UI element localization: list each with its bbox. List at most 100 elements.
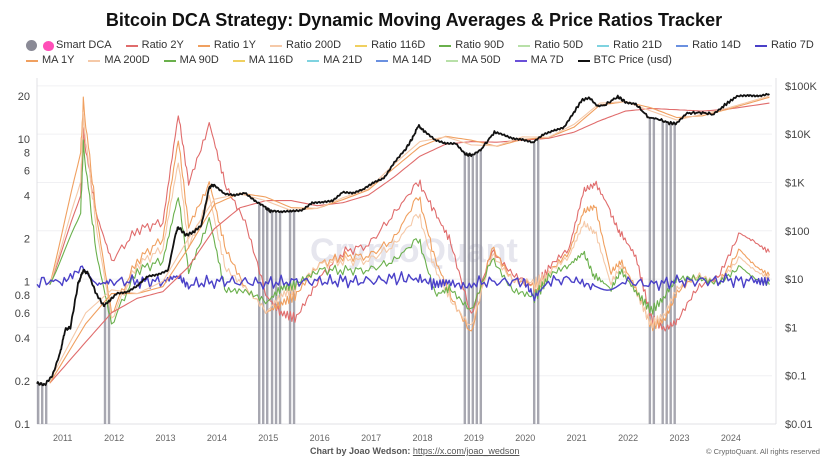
legend-item[interactable]: MA 21D (307, 53, 362, 68)
legend-item[interactable]: Ratio 1Y (197, 38, 257, 53)
smart-dca-bar (107, 302, 111, 424)
x-tick-label: 2015 (258, 433, 278, 443)
smart-dca-dot-icon (26, 40, 37, 51)
legend-item[interactable]: Ratio 2Y (125, 38, 184, 53)
legend-label: Ratio 116D (371, 39, 426, 51)
legend-label: MA 50D (461, 54, 501, 66)
legend-label: MA 200D (104, 54, 150, 66)
legend-swatch-icon (197, 44, 210, 47)
left-tick-label: 0.4 (15, 333, 30, 345)
ratio-line-ratio-90d (49, 139, 770, 325)
x-tick-label: 2023 (669, 433, 689, 443)
x-tick-label: 2013 (155, 433, 175, 443)
legend-swatch-icon (518, 44, 531, 47)
left-tick-label: 20 (18, 91, 30, 103)
legend-item[interactable]: Ratio 7D (754, 38, 814, 53)
ratio-lines (36, 96, 771, 332)
credit-prefix: Chart by Joao Wedson: (310, 446, 411, 456)
left-tick-label: 0.2 (15, 376, 30, 388)
smart-dca-bar (665, 121, 668, 425)
legend-item[interactable]: MA 90D (163, 53, 219, 68)
legend-row: Smart DCA Ratio 2Y Ratio 1Y Ratio 200D Ratio… (26, 38, 828, 53)
smart-dca-bar (652, 118, 656, 424)
legend-label: Ratio 90D (455, 39, 505, 51)
legend-swatch-icon (676, 44, 689, 47)
left-tick-label: 2 (24, 233, 30, 245)
legend-swatch-icon (577, 59, 590, 62)
legend-swatch-icon (88, 59, 101, 62)
legend-swatch-icon (355, 44, 368, 47)
x-tick-label: 2011 (53, 433, 72, 443)
legend-item[interactable]: Ratio 116D (355, 38, 425, 53)
legend-label: Smart DCA (56, 39, 112, 51)
smart-dca-bar (475, 152, 479, 424)
x-tick-label: 2017 (361, 433, 381, 443)
smart-dca-bar (673, 123, 676, 424)
legend-label: MA 1Y (42, 54, 75, 66)
smart-dca-bar (463, 151, 467, 424)
ratio-line-ratio-200d (49, 112, 770, 329)
smart-dca-bar (669, 123, 672, 425)
legend-item[interactable]: Ratio 200D (270, 38, 341, 53)
left-tick-label: 6 (24, 165, 30, 177)
right-tick-label: $0.1 (785, 371, 806, 383)
legend-swatch-icon (439, 44, 452, 47)
chart-title: Bitcoin DCA Strategy: Dynamic Moving Ave… (105, 10, 723, 30)
legend-item[interactable]: MA 1Y (26, 53, 74, 68)
left-tick-label: 4 (24, 191, 30, 203)
legend-label: MA 7D (530, 54, 564, 66)
left-tick-label: 0.6 (15, 308, 30, 320)
ratio-line-ratio-7d (36, 265, 771, 302)
legend-label: MA 90D (179, 54, 219, 66)
x-tick-label: 2022 (618, 433, 638, 443)
left-tick-label: 0.8 (15, 290, 30, 302)
legend-swatch-icon (445, 59, 458, 62)
smart-dca-bar (103, 305, 107, 424)
right-tick-label: $10 (785, 274, 803, 286)
brain-icon (43, 40, 54, 51)
legend-item[interactable]: Ratio 21D (597, 38, 662, 53)
btc-price-path (36, 92, 770, 387)
legend-label: MA 21D (323, 54, 363, 66)
smart-dca-bar (262, 205, 265, 424)
legend-item[interactable]: MA 200D (88, 53, 150, 68)
legend-item[interactable]: Smart DCA (26, 38, 112, 53)
legend-item[interactable]: MA 50D (445, 53, 501, 68)
x-tick-label: 2018 (412, 433, 432, 443)
right-tick-label: $1 (785, 322, 797, 334)
legend-swatch-icon (754, 44, 767, 47)
legend-label: Ratio 7D (770, 39, 814, 51)
left-tick-label: 10 (18, 134, 30, 146)
legend-item[interactable]: Ratio 90D (439, 38, 504, 53)
btc-price-line (36, 92, 770, 387)
legend-swatch-icon (26, 59, 38, 62)
credit-link[interactable]: https://x.com/joao_wedson (412, 446, 520, 456)
legend-swatch-icon (270, 44, 283, 47)
smart-dca-bar (648, 117, 652, 425)
x-tick-label: 2021 (567, 433, 587, 443)
smart-dca-bar (467, 154, 471, 424)
legend-swatch-icon (597, 44, 610, 47)
ratio-line-ratio-2y (49, 115, 770, 332)
legend-item[interactable]: MA 116D (232, 53, 293, 68)
left-tick-label: 8 (24, 148, 30, 160)
smart-dca-bar (278, 212, 282, 424)
legend: Smart DCA Ratio 2Y Ratio 1Y Ratio 200D Ratio… (26, 38, 828, 68)
legend-swatch-icon (125, 44, 138, 47)
legend-item[interactable]: Ratio 14D (676, 38, 741, 53)
smart-dca-bar (471, 154, 475, 424)
right-tick-label: $0.01 (785, 419, 813, 431)
left-tick-label: 1 (24, 276, 30, 288)
ma-line-ma-2y (49, 102, 770, 384)
legend-swatch-icon (163, 59, 176, 62)
legend-item[interactable]: BTC Price (usd) (577, 53, 672, 68)
legend-item[interactable]: Ratio 50D (518, 38, 583, 53)
x-tick-label: 2020 (515, 433, 535, 443)
x-tick-label: 2012 (104, 433, 124, 443)
legend-label: Ratio 50D (534, 39, 584, 51)
legend-label: Ratio 1Y (213, 39, 257, 51)
legend-label: Ratio 200D (286, 39, 342, 51)
legend-item[interactable]: MA 14D (376, 53, 432, 68)
legend-item[interactable]: MA 7D (514, 53, 564, 68)
